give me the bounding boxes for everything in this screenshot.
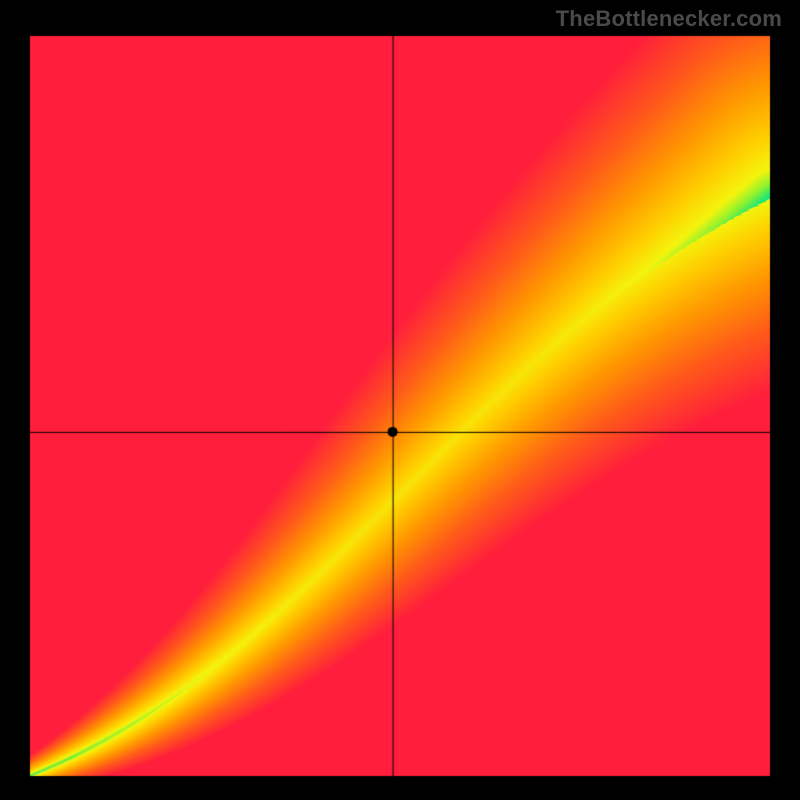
chart-container: TheBottlenecker.com	[0, 0, 800, 800]
heatmap-canvas	[0, 0, 800, 800]
watermark-label: TheBottlenecker.com	[556, 6, 782, 32]
